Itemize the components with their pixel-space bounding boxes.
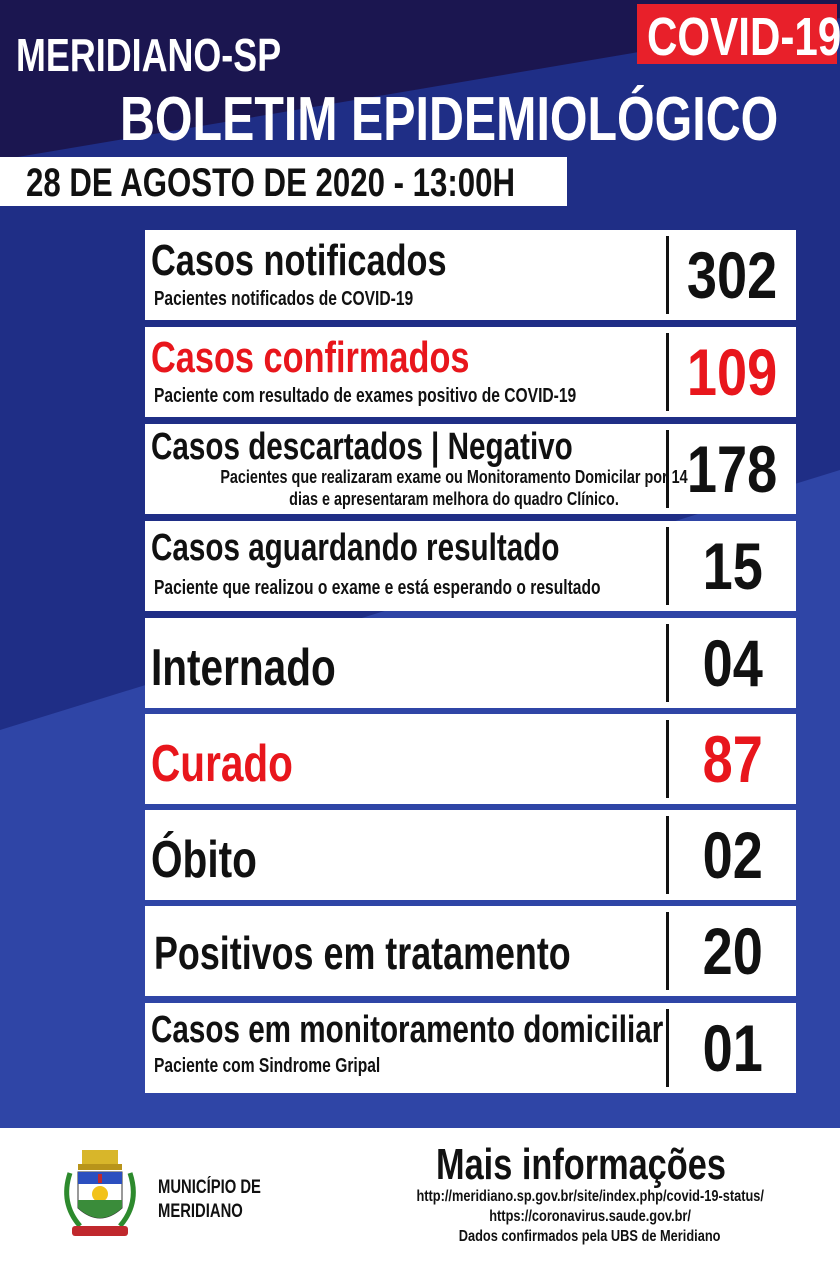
link-coronavirus-saude[interactable]: https://coronavirus.saude.gov.br/	[489, 1208, 691, 1225]
stat-label: Casos descartados | Negativo	[151, 426, 573, 468]
stat-label: Casos notificados	[151, 236, 447, 285]
stat-value: 02	[702, 818, 763, 892]
covid-badge: COVID-19	[637, 4, 840, 67]
stat-label: Casos confirmados	[151, 333, 470, 382]
stat-description: Pacientes que realizaram exame ou Monito…	[220, 467, 688, 509]
divider	[666, 333, 669, 411]
stat-value: 302	[687, 238, 778, 312]
stat-row-monitoramento: Casos em monitoramento domiciliar Pacien…	[145, 1003, 796, 1093]
divider	[666, 527, 669, 605]
divider	[666, 816, 669, 894]
stat-description: Paciente com Sindrome Gripal	[154, 1055, 381, 1077]
stat-row-notificados: Casos notificados Pacientes notificados …	[145, 230, 796, 320]
stat-description: Paciente que realizou o exame e está esp…	[154, 577, 601, 599]
stat-row-descartados: Casos descartados | Negativo Pacientes q…	[145, 424, 796, 514]
stat-value: 178	[687, 432, 778, 506]
stat-row-positivos: Positivos em tratamento 20	[145, 906, 796, 996]
stat-row-curado: Curado 87	[145, 714, 796, 804]
stat-label: Casos em monitoramento domiciliar	[151, 1009, 664, 1051]
divider	[666, 720, 669, 798]
stat-row-aguardando: Casos aguardando resultado Paciente que …	[145, 521, 796, 611]
stat-value: 109	[687, 335, 778, 409]
link-meridiano-covid-status[interactable]: http://meridiano.sp.gov.br/site/index.ph…	[416, 1188, 764, 1205]
municipal-coat-of-arms-logo	[64, 1150, 136, 1236]
divider	[666, 624, 669, 702]
stat-label: Curado	[151, 735, 293, 793]
divider	[666, 912, 669, 990]
date-banner: 28 DE AGOSTO DE 2020 - 13:00H	[0, 157, 567, 206]
stat-description: Pacientes notificados de COVID-19	[154, 288, 414, 310]
stat-row-confirmados: Casos confirmados Paciente com resultado…	[145, 327, 796, 417]
stat-row-internado: Internado 04	[145, 618, 796, 708]
stat-label: Positivos em tratamento	[154, 927, 571, 979]
stat-value: 20	[702, 914, 763, 988]
stat-label: Óbito	[151, 831, 257, 889]
stat-value: 01	[702, 1011, 763, 1085]
divider	[666, 430, 669, 508]
stat-value: 87	[702, 722, 763, 796]
stat-label: Internado	[151, 639, 336, 697]
stat-value: 04	[702, 626, 763, 700]
data-source-note: Dados confirmados pela UBS de Meridiano	[459, 1228, 721, 1245]
page-title: BOLETIM EPIDEMIOLÓGICO	[120, 85, 779, 154]
divider	[666, 236, 669, 314]
divider	[666, 1009, 669, 1087]
stat-value: 15	[702, 529, 763, 603]
stat-label: Casos aguardando resultado	[151, 527, 560, 569]
stat-row-obito: Óbito 02	[145, 810, 796, 900]
more-info-heading: Mais informações	[436, 1140, 726, 1189]
stat-description: Paciente com resultado de exames positiv…	[154, 385, 577, 407]
municipality-name: MUNICÍPIO DE MERIDIANO	[158, 1177, 261, 1222]
city-name: MERIDIANO-SP	[16, 29, 282, 81]
